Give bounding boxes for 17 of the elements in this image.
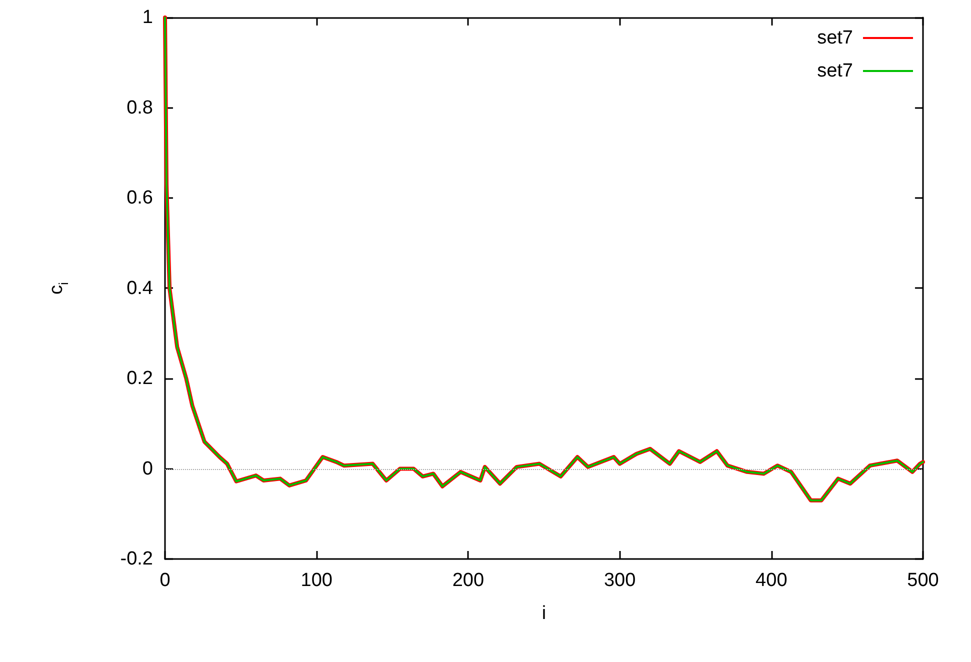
x-tick-label: 400 [756, 570, 788, 591]
legend-label: set7 [817, 60, 853, 82]
legend-label: set7 [817, 28, 853, 48]
y-tick-label: 1 [142, 7, 153, 28]
x-tick-label: 0 [160, 570, 170, 591]
x-tick-label: 300 [604, 570, 636, 591]
x-tick-label: 200 [452, 570, 484, 591]
x-tick-label: 500 [907, 570, 939, 591]
x-axis-title: i [542, 603, 546, 624]
y-tick-label: 0.4 [126, 278, 154, 299]
y-tick-label: 0.8 [126, 97, 153, 118]
x-tick-label: 100 [300, 570, 332, 591]
y-tick-label: -0.2 [120, 548, 153, 570]
y-tick-label: 0.6 [126, 188, 153, 208]
y-tick-label: 0 [142, 458, 153, 480]
y-tick-label: 0.2 [126, 368, 153, 389]
y-axis-title: ci [46, 282, 71, 294]
